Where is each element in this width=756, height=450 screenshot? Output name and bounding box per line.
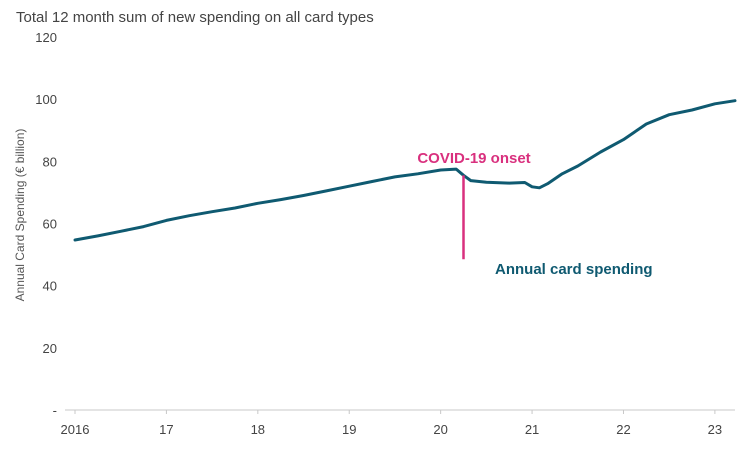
x-tick-label: 19 <box>342 422 356 437</box>
y-tick-label: 100 <box>35 92 57 107</box>
y-tick-label: 40 <box>43 279 57 294</box>
annotations: COVID-19 onset Annual card spending <box>417 150 652 278</box>
x-tick-label: 22 <box>616 422 630 437</box>
x-tick-label: 18 <box>251 422 265 437</box>
x-tick-label: 21 <box>525 422 539 437</box>
y-tick-label: 120 <box>35 30 57 45</box>
x-tick-label: 2016 <box>61 422 90 437</box>
y-tick-label: 60 <box>43 217 57 232</box>
series-line-annual-card-spending <box>73 99 737 242</box>
x-tick-labels: 2016 17 18 19 20 21 22 23 <box>61 410 722 437</box>
chart-title: Total 12 month sum of new spending on al… <box>16 9 374 26</box>
y-tick-label: 20 <box>43 341 57 356</box>
y-tick-label: - <box>53 403 57 418</box>
y-tick-labels: - 20 40 60 80 100 120 <box>35 30 57 418</box>
series-lines <box>73 99 737 242</box>
x-tick-label: 20 <box>433 422 447 437</box>
x-tick-label: 23 <box>708 422 722 437</box>
x-tick-label: 17 <box>159 422 173 437</box>
series-label: Annual card spending <box>495 261 653 278</box>
y-axis-label: Annual Card Spending (€ billion) <box>13 129 27 302</box>
covid-onset-label: COVID-19 onset <box>417 150 530 167</box>
y-tick-label: 80 <box>43 154 57 169</box>
